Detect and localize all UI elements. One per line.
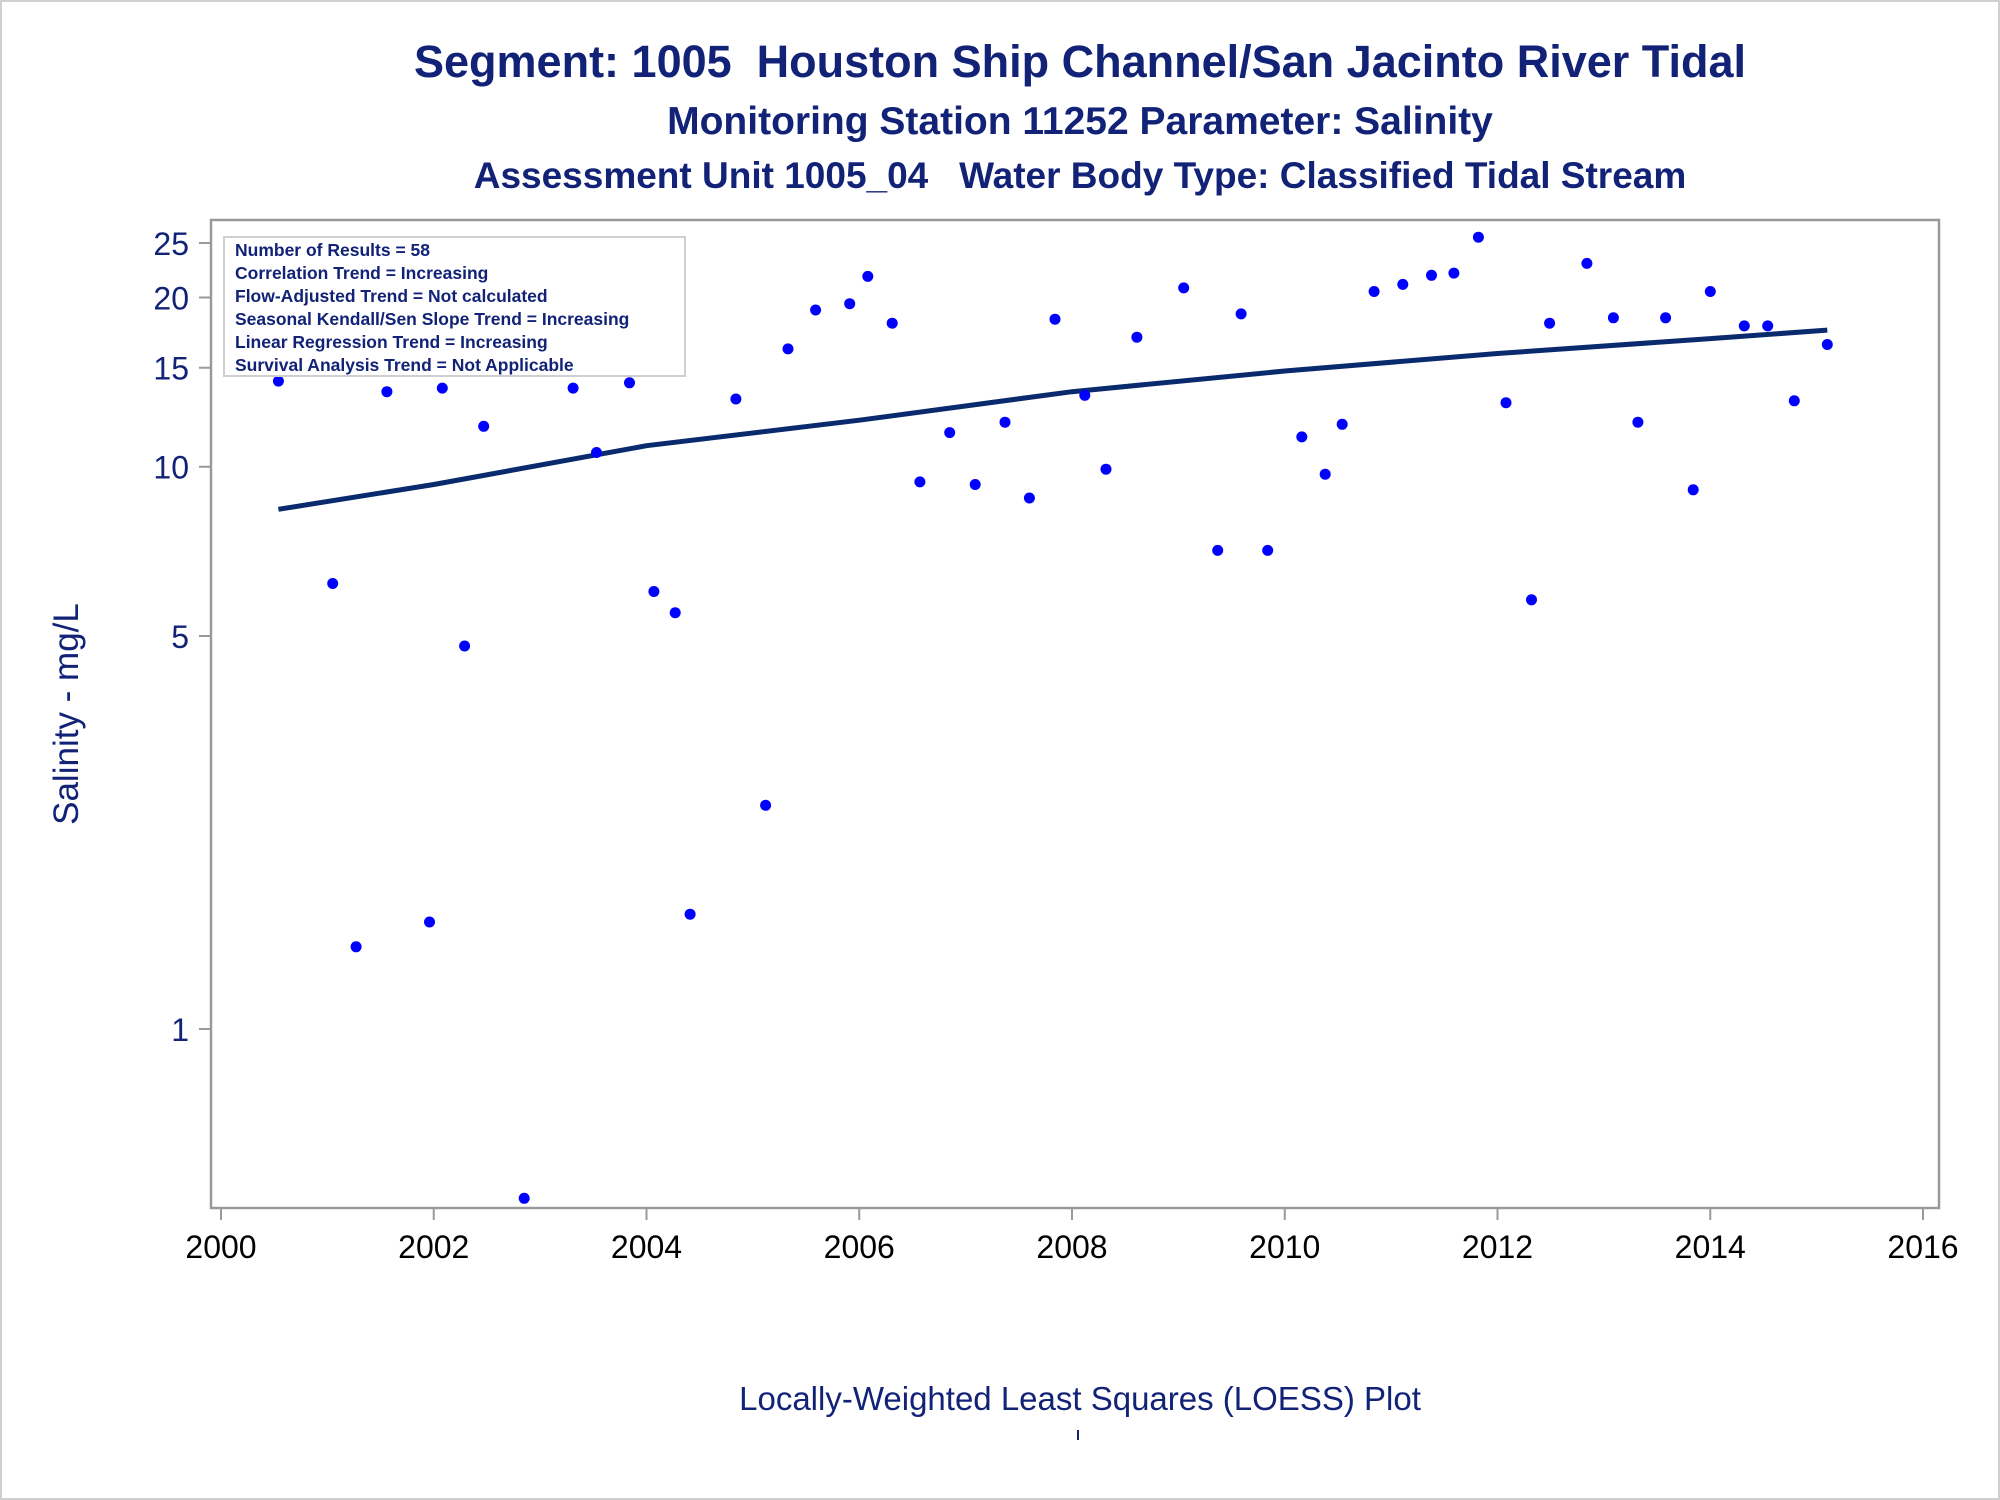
data-point <box>782 343 794 355</box>
data-point <box>648 586 660 597</box>
data-point <box>1426 269 1437 281</box>
data-point <box>1632 416 1644 428</box>
y-tick-label: 25 <box>153 226 189 262</box>
data-point <box>1500 397 1512 409</box>
data-point <box>1131 331 1143 343</box>
plot-area-border <box>209 218 1941 1210</box>
data-point <box>1472 231 1484 243</box>
footer-tick-mark <box>1077 1430 1079 1440</box>
data-point <box>999 416 1011 428</box>
chart-subtitle: Monitoring Station 11252 Parameter: Sali… <box>667 100 1493 143</box>
data-point <box>624 377 635 389</box>
legend-line-results: Number of Results = 58 <box>235 240 430 260</box>
data-point <box>1762 320 1774 332</box>
legend-line-seasonal-kendall: Seasonal Kendall/Sen Slope Trend = Incre… <box>235 309 630 329</box>
data-point <box>886 317 898 329</box>
data-point <box>567 382 579 394</box>
legend-line-correlation: Correlation Trend = Increasing <box>235 263 489 283</box>
footer-label: Locally-Weighted Least Squares (LOESS) P… <box>739 1380 1421 1417</box>
data-point <box>1581 257 1593 269</box>
data-point <box>944 427 956 439</box>
data-point <box>1235 308 1247 320</box>
data-point <box>478 420 490 432</box>
data-point <box>1660 312 1672 324</box>
data-point <box>1049 313 1061 325</box>
trend-summary-legend: Number of Results = 58 Correlation Trend… <box>223 236 686 377</box>
data-point <box>1100 463 1112 475</box>
x-tick-label: 2006 <box>824 1229 895 1265</box>
data-point <box>1079 389 1091 401</box>
data-point <box>1607 312 1619 324</box>
data-point <box>1738 320 1750 332</box>
data-point <box>730 393 742 405</box>
data-point <box>684 908 696 920</box>
data-point <box>1397 278 1409 290</box>
x-tick-label: 2012 <box>1462 1229 1533 1265</box>
data-point <box>1178 282 1190 294</box>
data-point <box>272 375 284 387</box>
data-point <box>810 304 822 316</box>
data-point <box>1212 544 1224 556</box>
data-point <box>518 1192 530 1204</box>
legend-line-linear-regression: Linear Regression Trend = Increasing <box>235 332 548 352</box>
data-point <box>424 916 435 928</box>
data-point <box>1448 267 1460 279</box>
data-point <box>459 640 471 652</box>
data-point <box>1336 418 1348 430</box>
y-tick-label: 20 <box>153 280 189 316</box>
legend-line-survival-analysis: Survival Analysis Trend = Not Applicable <box>235 355 574 375</box>
chart-title: Segment: 1005 Houston Ship Channel/San J… <box>414 36 1746 87</box>
data-point <box>1526 594 1537 606</box>
chart-subtitle-2: Assessment Unit 1005_04 Water Body Type:… <box>473 155 1687 196</box>
legend-line-flow-adjusted: Flow-Adjusted Trend = Not calculated <box>235 286 548 306</box>
data-point <box>1704 286 1716 297</box>
x-tick-label: 2008 <box>1036 1229 1107 1265</box>
data-point <box>591 447 602 458</box>
data-point <box>844 298 856 310</box>
y-tick-label: 1 <box>171 1012 189 1048</box>
y-tick-label: 10 <box>153 450 189 486</box>
data-point <box>669 607 681 619</box>
data-point <box>1262 544 1274 556</box>
loess-trend-line <box>278 327 1828 512</box>
data-point <box>1296 431 1308 443</box>
y-tick-label: 15 <box>153 351 189 387</box>
x-tick-label: 2010 <box>1249 1229 1320 1265</box>
data-point <box>862 270 874 282</box>
data-point <box>969 479 981 490</box>
x-tick-label: 2004 <box>611 1229 682 1265</box>
y-tick-label: 5 <box>171 619 189 655</box>
data-point <box>1544 317 1556 329</box>
data-point <box>1687 484 1699 496</box>
x-tick-label: 2014 <box>1675 1229 1746 1265</box>
x-tick-label: 2000 <box>185 1229 256 1265</box>
y-axis-label: Salinity - mg/L <box>47 603 86 825</box>
data-point <box>350 941 362 953</box>
data-point <box>436 382 448 394</box>
data-point <box>381 386 393 398</box>
data-point <box>760 799 772 811</box>
data-point <box>1368 286 1380 297</box>
data-point <box>1788 395 1800 407</box>
data-point <box>327 578 339 589</box>
data-point <box>914 476 926 488</box>
x-tick-label: 2016 <box>1887 1229 1958 1265</box>
data-point <box>1023 492 1035 504</box>
data-point <box>1821 339 1833 350</box>
data-point <box>1319 468 1331 480</box>
x-tick-label: 2002 <box>398 1229 469 1265</box>
